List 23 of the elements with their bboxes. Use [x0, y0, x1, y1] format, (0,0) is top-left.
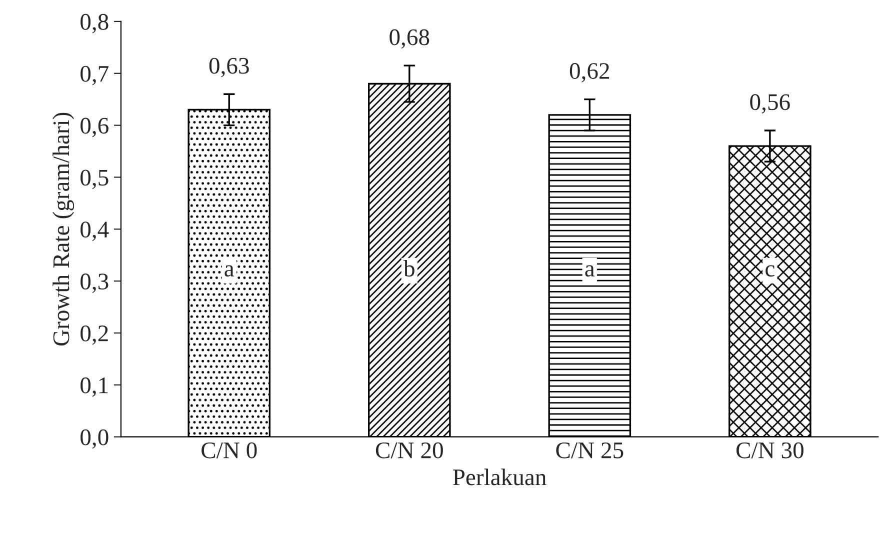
annotation: c: [766, 265, 774, 277]
y-tick-label: 0,6: [80, 118, 108, 138]
x-tick-label: C/N 20: [376, 442, 443, 458]
y-tick-label: 0,4: [80, 222, 109, 241]
x-tick-label: C/N 0: [202, 442, 257, 458]
data-label: 0,63: [209, 58, 249, 78]
annotation: a: [585, 265, 595, 277]
y-tick-label: 0,0: [80, 429, 108, 449]
y-tick-label: 0,3: [80, 274, 108, 293]
data-label: 0,56: [750, 94, 790, 114]
data-label: 0,68: [390, 29, 430, 49]
y-tick-label: 0,5: [80, 170, 108, 190]
annotation: a: [224, 265, 234, 277]
x-axis-title: Perlakuan: [452, 468, 546, 486]
y-axis-title: Growth Rate (gram/hari): [52, 112, 74, 346]
y-tick-label: 0,8: [80, 14, 108, 34]
annotation: b: [403, 260, 414, 277]
y-tick-label: 0,1: [80, 377, 108, 397]
x-tick-label: C/N 25: [556, 442, 624, 458]
data-label: 0,62: [570, 63, 610, 82]
x-tick-label: C/N 30: [736, 442, 804, 458]
y-tick-label: 0,2: [80, 325, 108, 345]
y-tick-label: 0,7: [80, 66, 108, 86]
